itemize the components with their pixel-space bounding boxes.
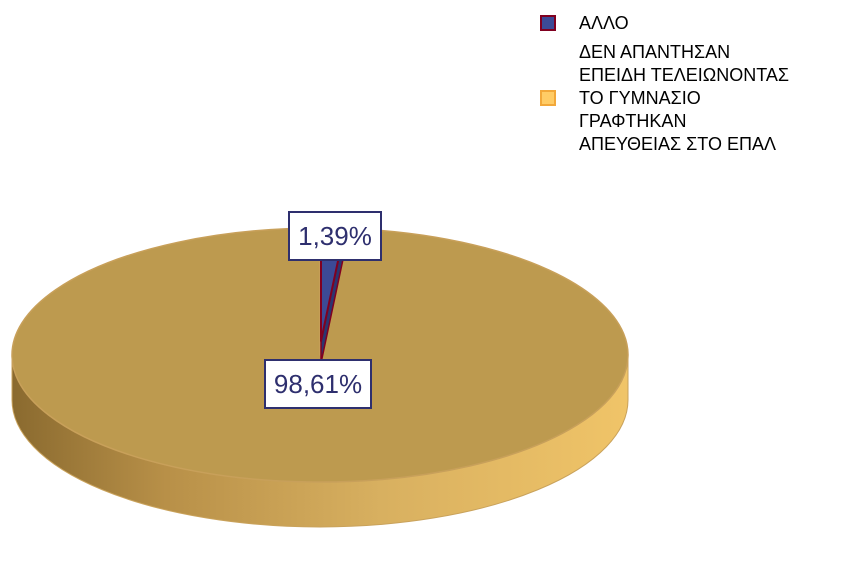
pie-slice-den-apantisan: [11, 227, 629, 483]
legend-label: ΑΛΛΟ: [579, 13, 629, 33]
data-label-text: 1,39%: [298, 221, 372, 251]
legend-label: ΑΠΕΥΘΕΙΑΣ ΣΤΟ ΕΠΑΛ: [579, 134, 776, 154]
legend-swatch: [540, 90, 556, 106]
data-label-allo: 1,39%: [288, 211, 382, 261]
data-label-layer: 1,39% 98,61%: [264, 211, 382, 409]
data-label-den-apantisan: 98,61%: [264, 359, 372, 409]
data-label-box: [288, 211, 382, 261]
legend: ΑΛΛΟ ΔΕΝ ΑΠΑΝΤΗΣΑΝ ΕΠΕΙΔΗ ΤΕΛΕΙΩΝΟΝΤΑΣ ΤΟ Γ…: [540, 12, 840, 156]
legend-item-allo: ΑΛΛΟ: [540, 12, 840, 35]
data-label-box: [264, 359, 372, 409]
pie-layer: [11, 213, 629, 528]
legend-label: ΤΟ ΓΥΜΝΑΣΙΟ: [579, 88, 701, 108]
legend-label: ΓΡΑΦΤΗΚΑΝ: [579, 111, 687, 131]
legend-swatch: [540, 15, 556, 31]
data-label-text: 98,61%: [274, 369, 362, 399]
legend-item-den-apantisan: ΔΕΝ ΑΠΑΝΤΗΣΑΝ ΕΠΕΙΔΗ ΤΕΛΕΙΩΝΟΝΤΑΣ ΤΟ ΓΥΜΝΑ…: [540, 41, 840, 156]
legend-label: ΔΕΝ ΑΠΑΝΤΗΣΑΝ: [579, 42, 731, 62]
pie-slice-den-apantisan-face: [11, 227, 629, 483]
legend-label: ΕΠΕΙΔΗ ΤΕΛΕΙΩΝΟΝΤΑΣ: [579, 65, 789, 85]
